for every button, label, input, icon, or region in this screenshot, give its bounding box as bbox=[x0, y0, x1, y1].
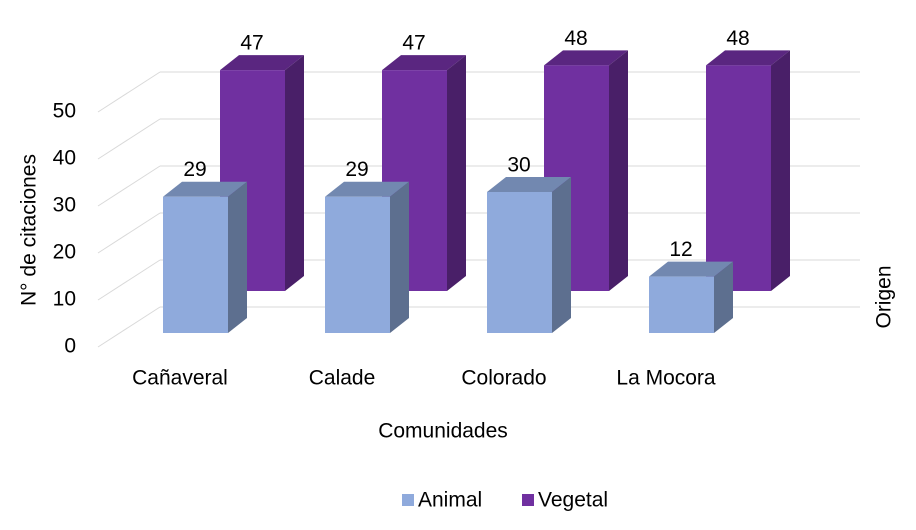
bar-face bbox=[220, 55, 304, 71]
bar-face bbox=[706, 50, 790, 66]
x-tick-label: Colorado bbox=[461, 367, 546, 390]
bar bbox=[325, 181, 409, 333]
y-tick-label: 10 bbox=[53, 288, 76, 311]
x-tick-label: La Mocora bbox=[616, 367, 716, 390]
legend-title: Origen bbox=[873, 265, 896, 328]
bar-face bbox=[382, 55, 466, 71]
x-tick-label: Calade bbox=[309, 367, 376, 390]
bar-face bbox=[285, 55, 304, 291]
y-tick-label: 0 bbox=[64, 335, 76, 358]
grid-line bbox=[97, 259, 161, 301]
value-label: 47 bbox=[402, 32, 425, 55]
value-label: 29 bbox=[345, 158, 368, 181]
bar-face bbox=[649, 261, 733, 277]
bar-face bbox=[163, 181, 247, 197]
value-label: 47 bbox=[240, 32, 263, 55]
value-label: 48 bbox=[564, 27, 587, 50]
bar-face bbox=[447, 55, 466, 291]
y-tick-label: 30 bbox=[53, 194, 76, 217]
legend-swatch bbox=[402, 494, 414, 506]
bar-face bbox=[552, 177, 571, 333]
grid-line bbox=[97, 306, 161, 348]
grid-line bbox=[97, 165, 161, 207]
value-label: 30 bbox=[507, 154, 530, 177]
bar-face bbox=[228, 181, 247, 333]
value-label: 29 bbox=[183, 158, 206, 181]
bar-face bbox=[714, 261, 733, 333]
bar-face bbox=[487, 192, 552, 333]
bar bbox=[706, 50, 790, 292]
value-label: 48 bbox=[726, 27, 749, 50]
legend-swatch bbox=[522, 494, 534, 506]
bar-face bbox=[163, 196, 228, 333]
grid-line bbox=[97, 212, 161, 254]
bar-face bbox=[390, 181, 409, 333]
bar bbox=[163, 181, 247, 333]
y-tick-label: 20 bbox=[53, 241, 76, 264]
bar-face bbox=[771, 50, 790, 292]
bar-face bbox=[544, 50, 628, 66]
bar-face bbox=[325, 196, 390, 333]
bar bbox=[487, 177, 571, 333]
legend-label: Animal bbox=[418, 489, 482, 512]
grid-line bbox=[97, 118, 161, 160]
bar-face bbox=[325, 181, 409, 197]
y-axis-title: N° de citaciones bbox=[18, 154, 41, 306]
y-tick-label: 40 bbox=[53, 147, 76, 170]
x-axis-title: Comunidades bbox=[378, 420, 508, 443]
bar-face bbox=[649, 276, 714, 333]
bar-face bbox=[487, 177, 571, 192]
y-tick-label: 50 bbox=[53, 100, 76, 123]
legend-label: Vegetal bbox=[538, 489, 608, 512]
bar bbox=[649, 261, 733, 333]
bar-face bbox=[609, 50, 628, 292]
grid-line bbox=[97, 71, 161, 113]
bar-face bbox=[706, 65, 771, 292]
value-label: 12 bbox=[669, 238, 692, 261]
x-tick-label: Cañaveral bbox=[132, 367, 228, 390]
